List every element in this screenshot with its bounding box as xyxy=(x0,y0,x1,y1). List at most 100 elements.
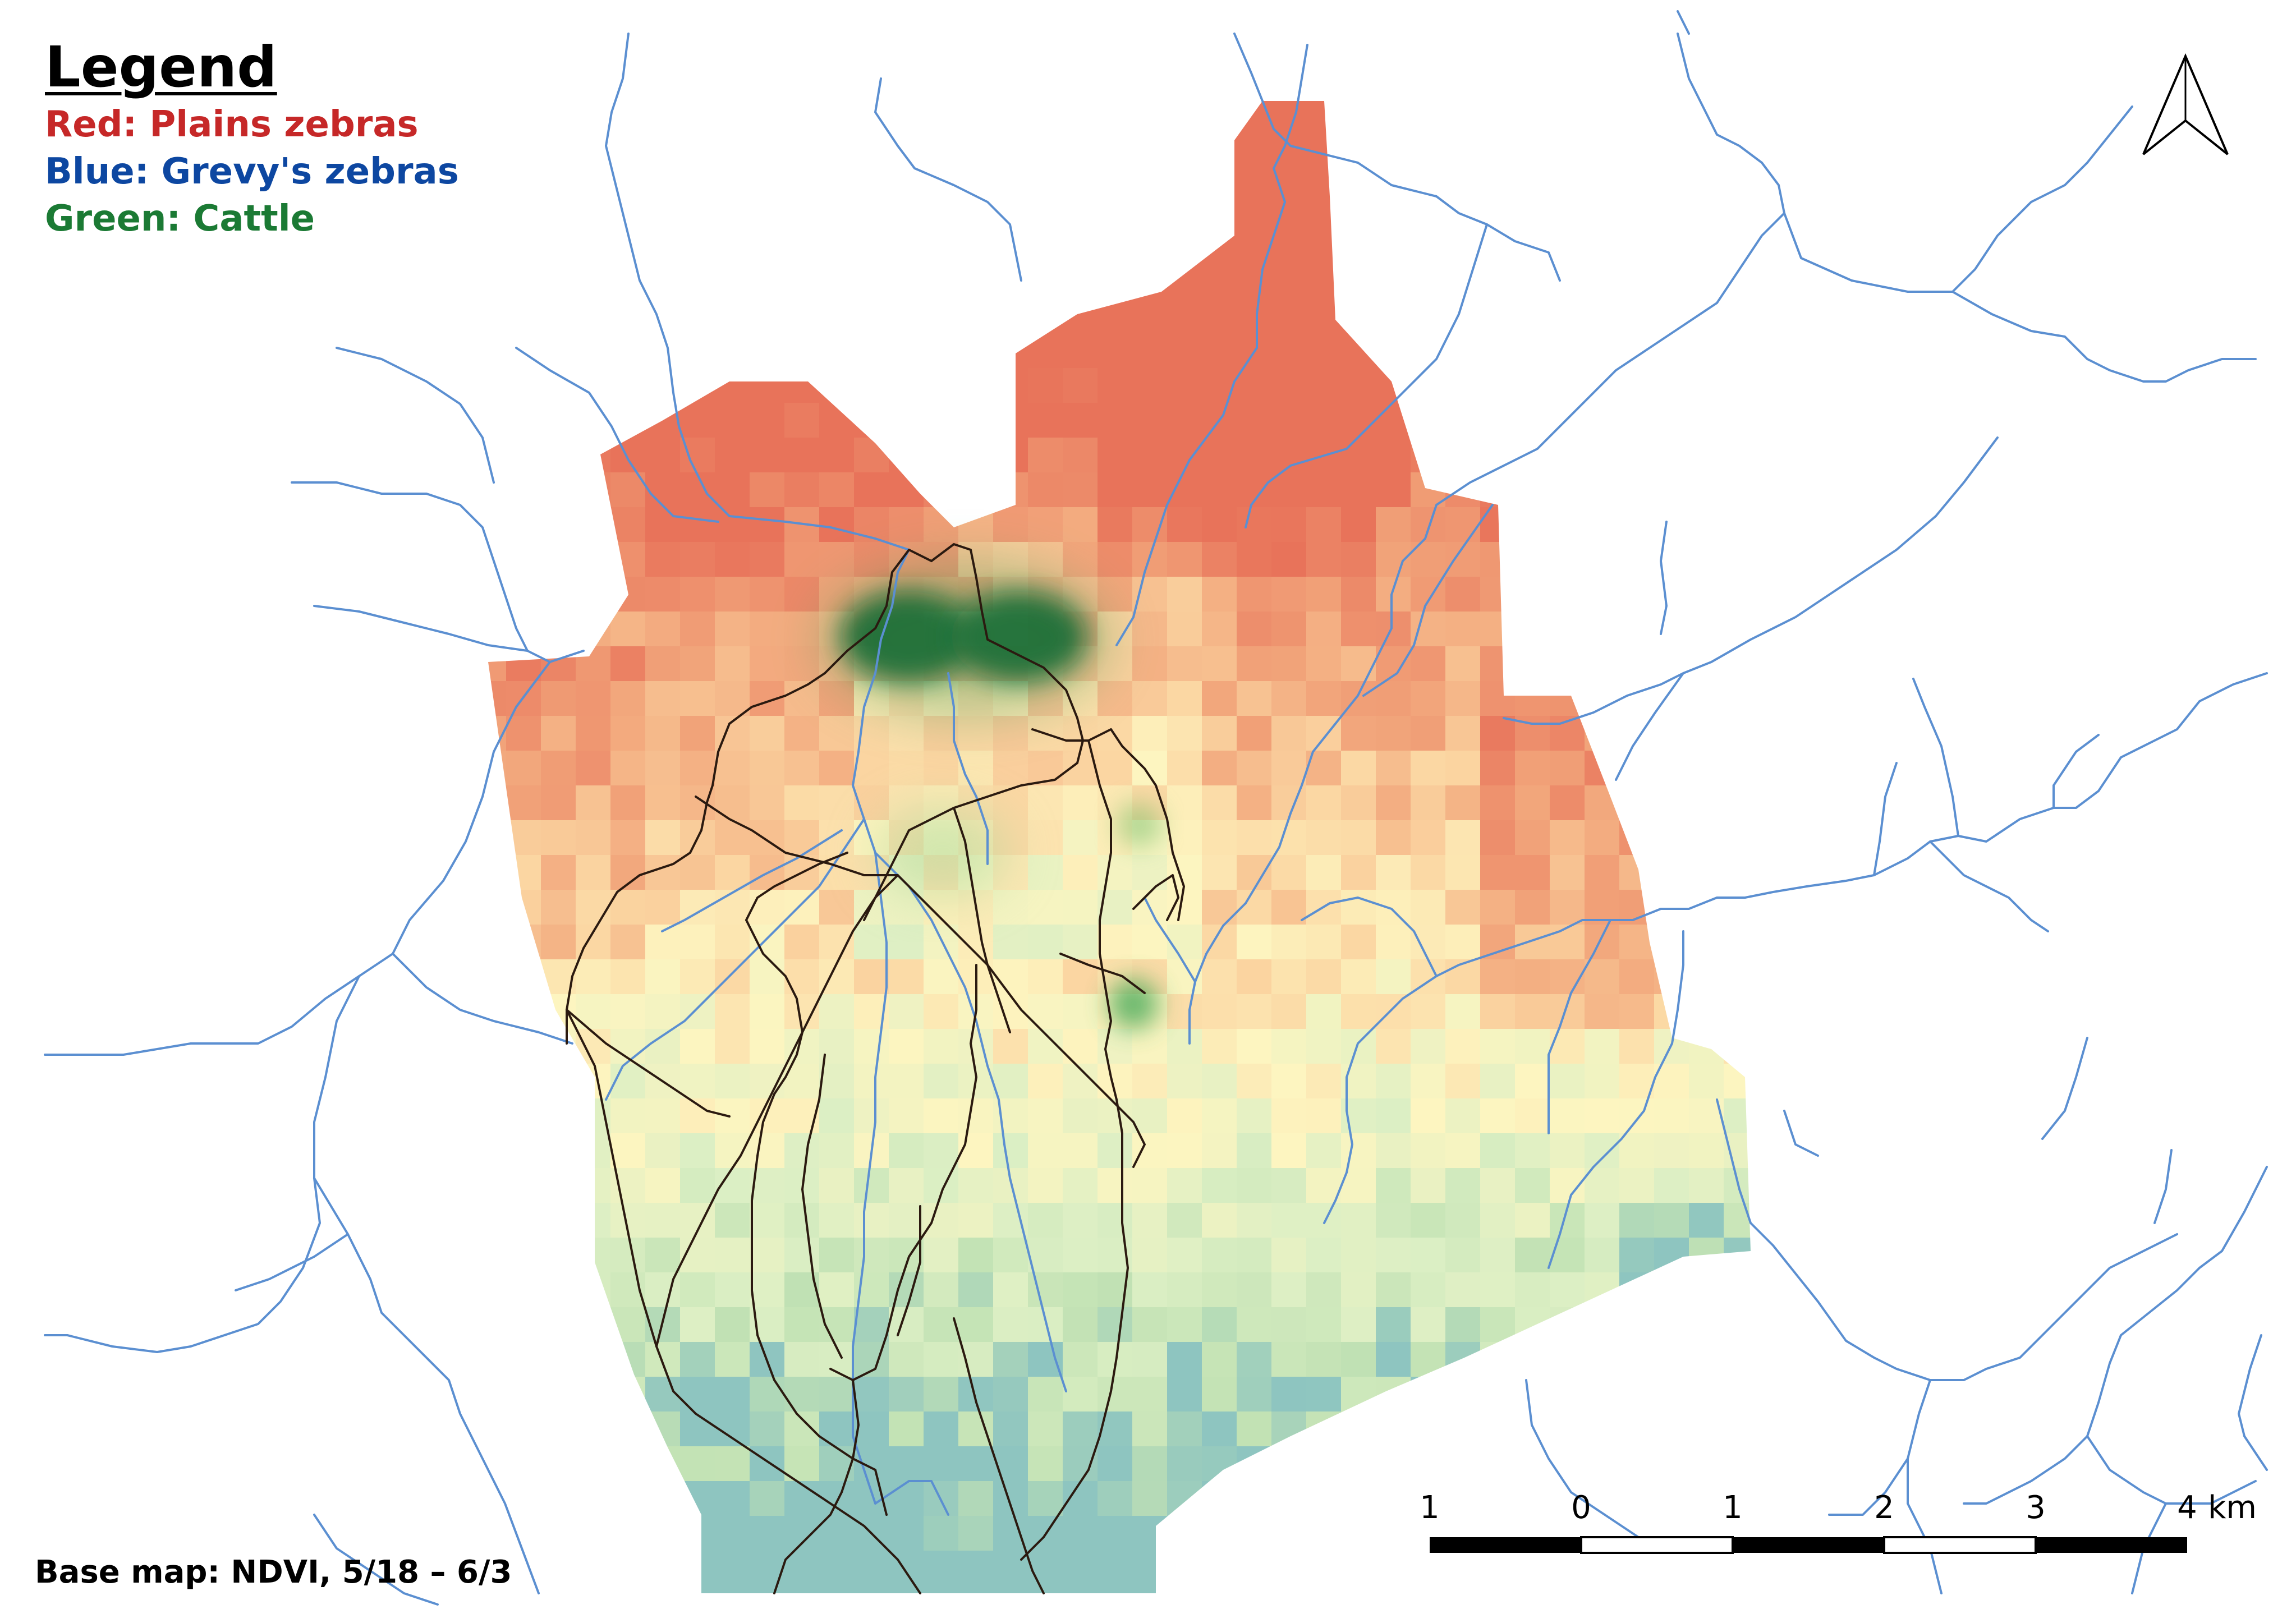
ndvi-cell xyxy=(889,1029,924,1064)
ndvi-cell xyxy=(1306,229,1341,264)
ndvi-cell xyxy=(1585,229,1619,264)
ndvi-cell xyxy=(576,1133,610,1168)
ndvi-cell xyxy=(1724,785,1751,820)
ndvi-cell xyxy=(1689,1411,1724,1446)
ndvi-cell xyxy=(1132,1411,1167,1446)
ndvi-cell xyxy=(1480,1481,1515,1516)
scale-label: 3 xyxy=(2026,1489,2046,1526)
ndvi-cell xyxy=(1619,159,1654,194)
ndvi-cell xyxy=(1376,1377,1411,1411)
ndvi-cell xyxy=(1758,681,1793,716)
ndvi-cell xyxy=(1306,1377,1341,1411)
ndvi-cell xyxy=(1689,820,1724,855)
ndvi-cell xyxy=(680,994,715,1029)
ndvi-cell xyxy=(1758,125,1793,159)
ndvi-cell xyxy=(924,716,958,751)
ndvi-cell xyxy=(645,472,680,507)
ndvi-cell xyxy=(645,1411,680,1446)
ndvi-cell xyxy=(1341,542,1376,577)
ndvi-cell xyxy=(1689,264,1724,298)
ndvi-cell xyxy=(1063,994,1098,1029)
ndvi-cell xyxy=(784,1238,819,1272)
ndvi-cell xyxy=(1619,994,1654,1029)
ndvi-cell xyxy=(541,1307,576,1342)
ndvi-cell xyxy=(1689,959,1724,994)
scale-label: 4 xyxy=(2177,1489,2197,1526)
ndvi-cell xyxy=(1411,298,1445,333)
ndvi-cell xyxy=(1411,716,1445,751)
ndvi-cell xyxy=(1063,1377,1098,1411)
ndvi-cell xyxy=(854,1377,889,1411)
ndvi-cell xyxy=(1654,646,1689,681)
ndvi-cell xyxy=(488,1342,506,1377)
ndvi-cell xyxy=(1202,194,1237,229)
ndvi-cell xyxy=(1689,542,1724,577)
ndvi-cell xyxy=(1028,1168,1063,1203)
ndvi-cell xyxy=(1028,159,1063,194)
ndvi-cell xyxy=(1132,612,1167,646)
ndvi-cell xyxy=(541,855,576,890)
ndvi-cell xyxy=(1306,925,1341,959)
ndvi-cell xyxy=(1376,959,1411,994)
ndvi-cell xyxy=(819,751,854,785)
ndvi-cell xyxy=(1411,368,1445,403)
ndvi-cell xyxy=(610,368,645,403)
ndvi-cell xyxy=(1445,125,1480,159)
ndvi-cell xyxy=(1480,1446,1515,1481)
ndvi-cell xyxy=(1271,1203,1306,1238)
ndvi-cell xyxy=(1758,716,1793,751)
ndvi-cell xyxy=(610,1098,645,1133)
ndvi-cell xyxy=(1619,925,1654,959)
ndvi-cell xyxy=(1689,125,1724,159)
ndvi-cell xyxy=(1341,194,1376,229)
ndvi-cell xyxy=(854,229,889,264)
ndvi-cell xyxy=(1098,1168,1132,1203)
ndvi-cell xyxy=(1202,298,1237,333)
ndvi-cell xyxy=(1724,298,1751,333)
ndvi-cell xyxy=(715,1029,750,1064)
ndvi-cell xyxy=(1480,1307,1515,1342)
ndvi-cell xyxy=(1515,820,1550,855)
ndvi-cell xyxy=(958,1516,993,1551)
ndvi-cell xyxy=(924,1238,958,1272)
ndvi-cell xyxy=(750,229,784,264)
ndvi-cell xyxy=(1306,194,1341,229)
ndvi-cell xyxy=(1376,1411,1411,1446)
ndvi-cell xyxy=(1619,542,1654,577)
ndvi-cell xyxy=(1515,1342,1550,1377)
ndvi-cell xyxy=(1167,716,1202,751)
ndvi-cell xyxy=(889,159,924,194)
ndvi-cell xyxy=(784,159,819,194)
ndvi-cell xyxy=(750,1203,784,1238)
ndvi-cell xyxy=(1341,333,1376,368)
ndvi-cell xyxy=(784,368,819,403)
ndvi-cell xyxy=(1411,1133,1445,1168)
ndvi-cell xyxy=(488,890,506,925)
ndvi-cell xyxy=(993,472,1028,507)
ndvi-cell xyxy=(784,333,819,368)
ndvi-cell xyxy=(488,472,506,507)
ndvi-cell xyxy=(1237,716,1271,751)
ndvi-cell xyxy=(1202,751,1237,785)
ndvi-cell xyxy=(1689,1446,1724,1481)
ndvi-cell xyxy=(1202,101,1237,125)
ndvi-cell xyxy=(645,1133,680,1168)
ndvi-cell xyxy=(819,1098,854,1133)
ndvi-cell xyxy=(680,681,715,716)
ndvi-cell xyxy=(1202,1064,1237,1098)
ndvi-cell xyxy=(924,368,958,403)
ndvi-cell xyxy=(1689,1551,1724,1585)
ndvi-cell xyxy=(1411,125,1445,159)
ndvi-cell xyxy=(1167,229,1202,264)
ndvi-cell xyxy=(1585,1307,1619,1342)
ndvi-cell xyxy=(958,438,993,472)
ndvi-cell xyxy=(715,1516,750,1551)
ndvi-cell xyxy=(1202,681,1237,716)
river xyxy=(235,1233,349,1291)
ndvi-cell xyxy=(1585,298,1619,333)
ndvi-cell xyxy=(541,751,576,785)
ndvi-cell xyxy=(1758,1377,1793,1411)
ndvi-cell xyxy=(924,125,958,159)
ndvi-cell xyxy=(1654,542,1689,577)
ndvi-cell xyxy=(1758,820,1793,855)
